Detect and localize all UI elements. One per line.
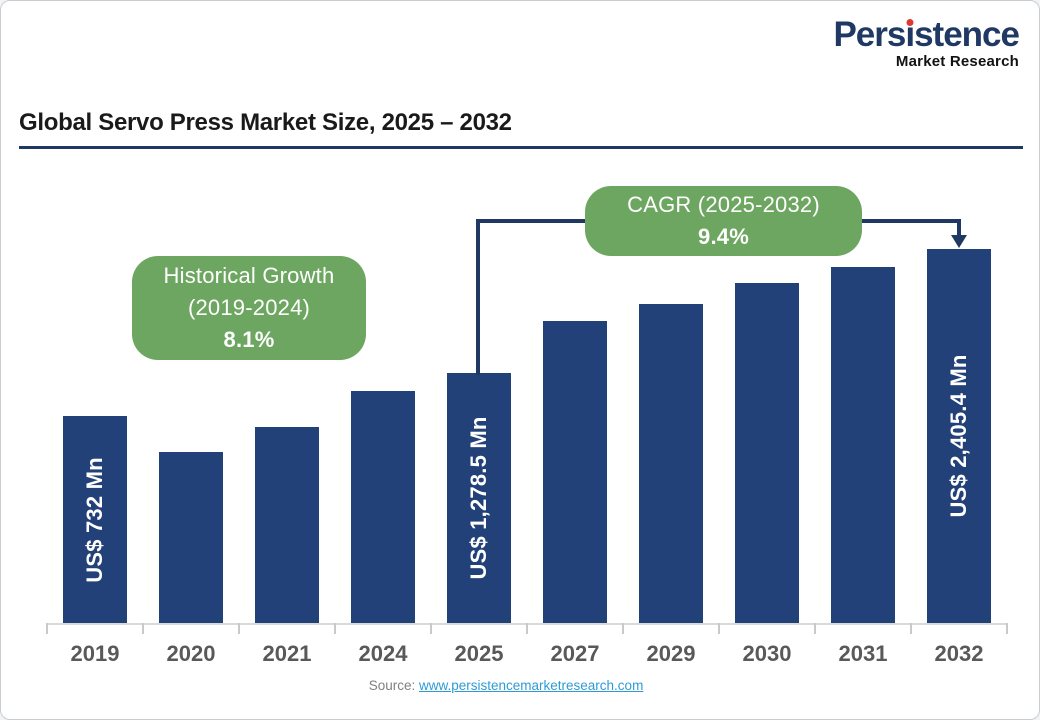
bar-value-label-2032: US$ 2,405.4 Mn	[946, 354, 971, 518]
bar-slot-2020	[143, 452, 239, 623]
bar-2024	[351, 391, 415, 623]
historical-growth-line1: Historical Growth	[163, 263, 335, 289]
bar-2029	[639, 304, 703, 623]
x-axis-label-2032: 2032	[934, 641, 984, 666]
bar-2031	[831, 267, 895, 623]
bar-value-label-2025: US$ 1,278.5 Mn	[466, 416, 491, 580]
bar-slot-2031	[815, 267, 911, 623]
bar-2025: US$ 1,278.5 Mn	[447, 373, 511, 623]
cagr-bracket-left-line	[476, 219, 480, 375]
logo-brand-text: Persı stence	[833, 15, 1020, 54]
source-line: Source: www.persistencemarketresearch.co…	[1, 678, 1011, 693]
bar-slot-2019: US$ 732 Mn	[47, 416, 143, 623]
bar-value-label-2019: US$ 732 Mn	[82, 456, 107, 583]
x-axis-label-2029: 2029	[646, 641, 696, 666]
cagr-callout: CAGR (2025-2032) 9.4%	[585, 186, 862, 256]
x-axis-labels: 2019 2020 2021 2024 2025 2027 2029 2030 2031 2032	[47, 641, 1007, 667]
bar-slot-2027	[527, 321, 623, 623]
logo-red-dot-icon	[906, 19, 914, 26]
bar-2021	[255, 427, 319, 623]
axis-tick	[430, 623, 432, 634]
cagr-value: 9.4%	[698, 224, 749, 249]
axis-tick	[1006, 623, 1008, 634]
bar-2027	[543, 321, 607, 623]
bar-slot-2029	[623, 304, 719, 623]
persistence-logo: Persı stence Market Research	[833, 15, 1020, 70]
x-axis-label-2021: 2021	[262, 641, 312, 666]
bar-2020	[159, 452, 223, 623]
historical-growth-line2: (2019-2024)	[187, 295, 311, 321]
axis-tick	[238, 623, 240, 634]
axis-tick	[622, 623, 624, 634]
axis-tick	[526, 623, 528, 634]
historical-growth-value: 8.1%	[223, 326, 275, 352]
axis-tick	[334, 623, 336, 634]
logo-subtitle: Market Research	[895, 53, 1019, 70]
axis-tick	[142, 623, 144, 634]
bar-2019: US$ 732 Mn	[63, 416, 127, 623]
x-axis-label-2031: 2031	[838, 641, 888, 666]
bar-chart: US$ 732 Mn US$ 1,278.5 Mn US$ 2,405.4 Mn	[47, 1, 1007, 623]
cagr-line1: CAGR (2025-2032)	[627, 192, 820, 218]
x-axis-label-2025: 2025	[454, 641, 504, 666]
x-axis-label-2019: 2019	[70, 641, 120, 666]
x-axis-label-2027: 2027	[550, 641, 600, 666]
axis-tick	[910, 623, 912, 634]
bar-slot-2025: US$ 1,278.5 Mn	[431, 373, 527, 623]
x-axis-label-2024: 2024	[358, 641, 408, 666]
bar-slot-2032: US$ 2,405.4 Mn	[911, 249, 1007, 623]
cagr-bracket-right-line	[957, 219, 961, 237]
bar-slot-2021	[239, 427, 335, 623]
bar-2032: US$ 2,405.4 Mn	[927, 249, 991, 623]
bar-slot-2024	[335, 391, 431, 623]
x-axis-label-2030: 2030	[742, 641, 792, 666]
bar-2030	[735, 283, 799, 623]
axis-tick	[814, 623, 816, 634]
x-axis-label-2020: 2020	[166, 641, 216, 666]
arrow-down-icon	[951, 235, 967, 248]
source-label: Source:	[368, 678, 416, 693]
title-rule	[19, 146, 1023, 149]
bar-slot-2030	[719, 283, 815, 623]
axis-tick	[46, 623, 48, 634]
historical-growth-callout: Historical Growth (2019-2024) 8.1%	[132, 256, 366, 360]
axis-tick	[718, 623, 720, 634]
page-title: Global Servo Press Market Size, 2025 – 2…	[19, 109, 512, 136]
source-link[interactable]: www.persistencemarketresearch.com	[418, 678, 644, 693]
